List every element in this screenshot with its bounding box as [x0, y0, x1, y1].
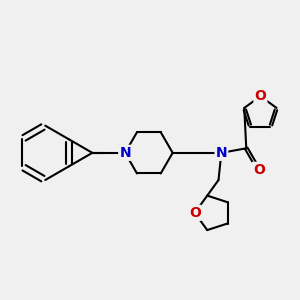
Text: O: O	[254, 89, 266, 103]
Text: N: N	[215, 146, 227, 160]
Text: O: O	[189, 206, 201, 220]
Text: O: O	[253, 163, 265, 177]
Text: N: N	[119, 146, 131, 160]
